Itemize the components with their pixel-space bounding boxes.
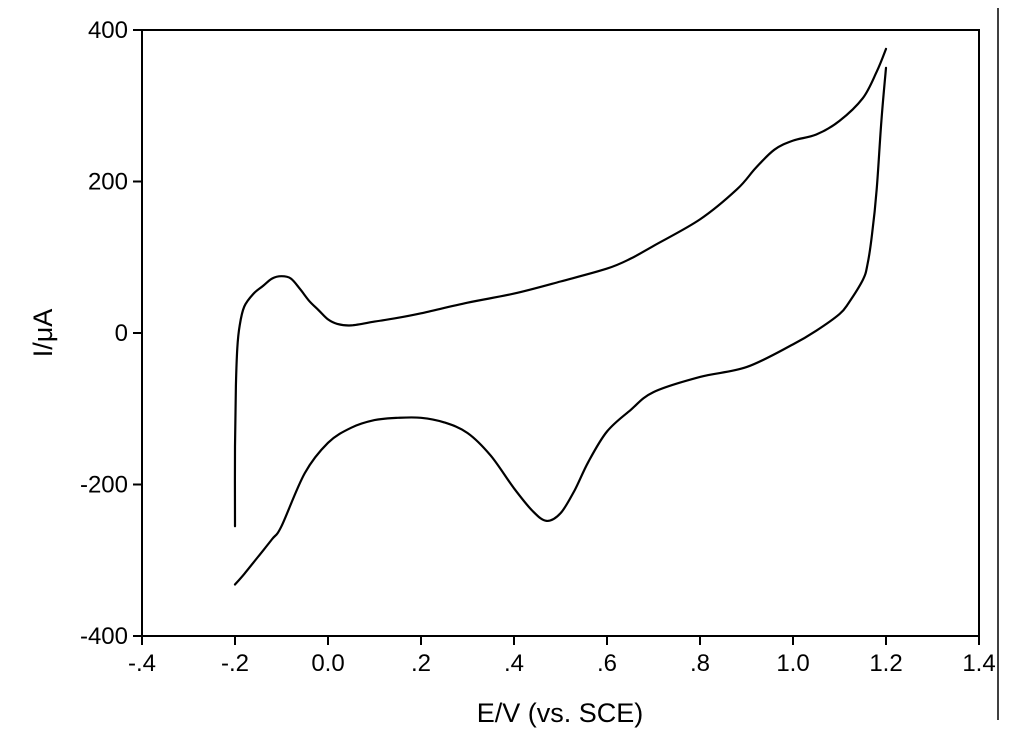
x-tick-label: .8 <box>690 650 710 677</box>
x-tick-label: -.2 <box>221 650 249 677</box>
y-tick-label: -200 <box>80 472 128 499</box>
x-tick-label: .6 <box>597 650 617 677</box>
x-axis-title: E/V (vs. SCE) <box>477 698 644 728</box>
y-axis-ticks: 400 200 0 -200 -400 <box>80 17 142 650</box>
x-tick-label: 1.2 <box>869 650 902 677</box>
y-axis-title: I/μA <box>28 309 58 358</box>
x-tick-label: .4 <box>504 650 524 677</box>
x-axis-ticks: -.4 -.2 0.0 .2 .4 .6 .8 1.0 1.2 1.4 <box>128 636 996 677</box>
cathodic-sweep-line <box>233 66 888 586</box>
y-tick-label: 200 <box>88 169 128 196</box>
y-tick-label: -400 <box>80 623 128 650</box>
x-tick-label: 0.0 <box>311 650 344 677</box>
series-layer <box>233 47 888 586</box>
x-tick-label: .2 <box>411 650 431 677</box>
x-tick-label: 1.4 <box>962 650 995 677</box>
x-tick-label: 1.0 <box>776 650 809 677</box>
y-tick-label: 0 <box>115 320 128 347</box>
anodic-sweep-line <box>233 47 888 528</box>
x-tick-label: -.4 <box>128 650 156 677</box>
y-tick-label: 400 <box>88 17 128 44</box>
